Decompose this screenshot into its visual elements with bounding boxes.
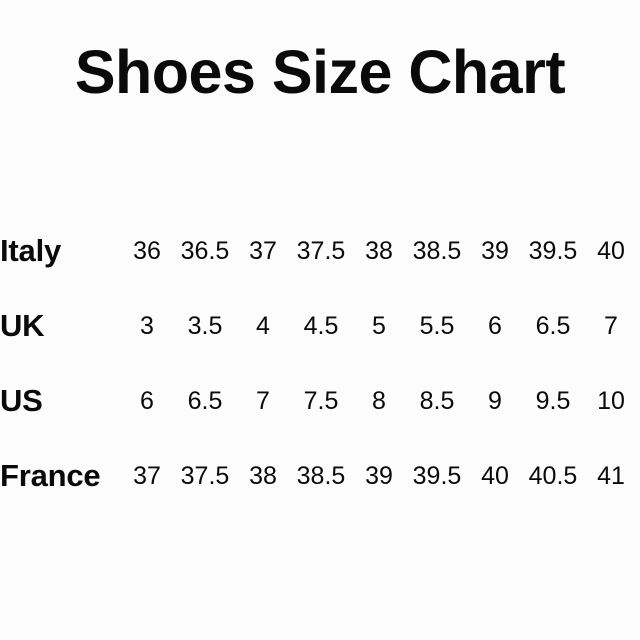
page-title: Shoes Size Chart	[74, 38, 566, 106]
size-cell: 10	[597, 386, 625, 415]
size-cell: 37.5	[296, 236, 346, 265]
size-cell: 7	[604, 311, 618, 340]
table-row: US 6 6.5 7 7.5 8 8.5 9 9.5 10	[0, 363, 640, 438]
size-cell: 9.5	[535, 386, 571, 415]
row-label-italy: Italy	[0, 232, 62, 268]
size-cell: 36.5	[180, 236, 230, 265]
size-table-body: Italy 36 36.5 37 37.5 38 38.5 39 39.5 40…	[0, 213, 640, 513]
size-cell: 39	[365, 461, 393, 490]
size-cell: 37	[249, 236, 277, 265]
size-cell: 37.5	[180, 461, 230, 490]
shoe-size-table: Italy 36 36.5 37 37.5 38 38.5 39 39.5 40…	[0, 213, 640, 513]
size-cell: 39.5	[412, 461, 462, 490]
size-cell: 39	[481, 236, 509, 265]
size-cell: 40	[481, 461, 509, 490]
size-cell: 39.5	[528, 236, 578, 265]
size-cell: 3	[140, 311, 154, 340]
size-cell: 7	[256, 386, 270, 415]
row-label-uk: UK	[0, 307, 45, 343]
size-cell: 6.5	[535, 311, 571, 340]
size-cell: 6	[488, 311, 502, 340]
size-cell: 5.5	[419, 311, 455, 340]
size-cell: 37	[133, 461, 161, 490]
size-cell: 38.5	[296, 461, 346, 490]
size-cell: 8	[372, 386, 386, 415]
size-cell: 5	[372, 311, 386, 340]
size-cell: 36	[133, 236, 161, 265]
table-row: Italy 36 36.5 37 37.5 38 38.5 39 39.5 40	[0, 213, 640, 288]
size-cell: 38	[365, 236, 393, 265]
table-row: France 37 37.5 38 38.5 39 39.5 40 40.5 4…	[0, 438, 640, 513]
size-cell: 6.5	[187, 386, 223, 415]
size-cell: 4	[256, 311, 270, 340]
size-cell: 38.5	[412, 236, 462, 265]
size-cell: 6	[140, 386, 154, 415]
table-row: UK 3 3.5 4 4.5 5 5.5 6 6.5 7	[0, 288, 640, 363]
size-cell: 9	[488, 386, 502, 415]
size-cell: 41	[597, 461, 625, 490]
row-label-france: France	[0, 457, 101, 493]
size-cell: 3.5	[187, 311, 223, 340]
size-cell: 4.5	[303, 311, 339, 340]
size-cell: 38	[249, 461, 277, 490]
row-label-us: US	[0, 382, 43, 418]
size-cell: 40.5	[528, 461, 578, 490]
size-cell: 7.5	[303, 386, 339, 415]
size-cell: 40	[597, 236, 625, 265]
size-cell: 8.5	[419, 386, 455, 415]
